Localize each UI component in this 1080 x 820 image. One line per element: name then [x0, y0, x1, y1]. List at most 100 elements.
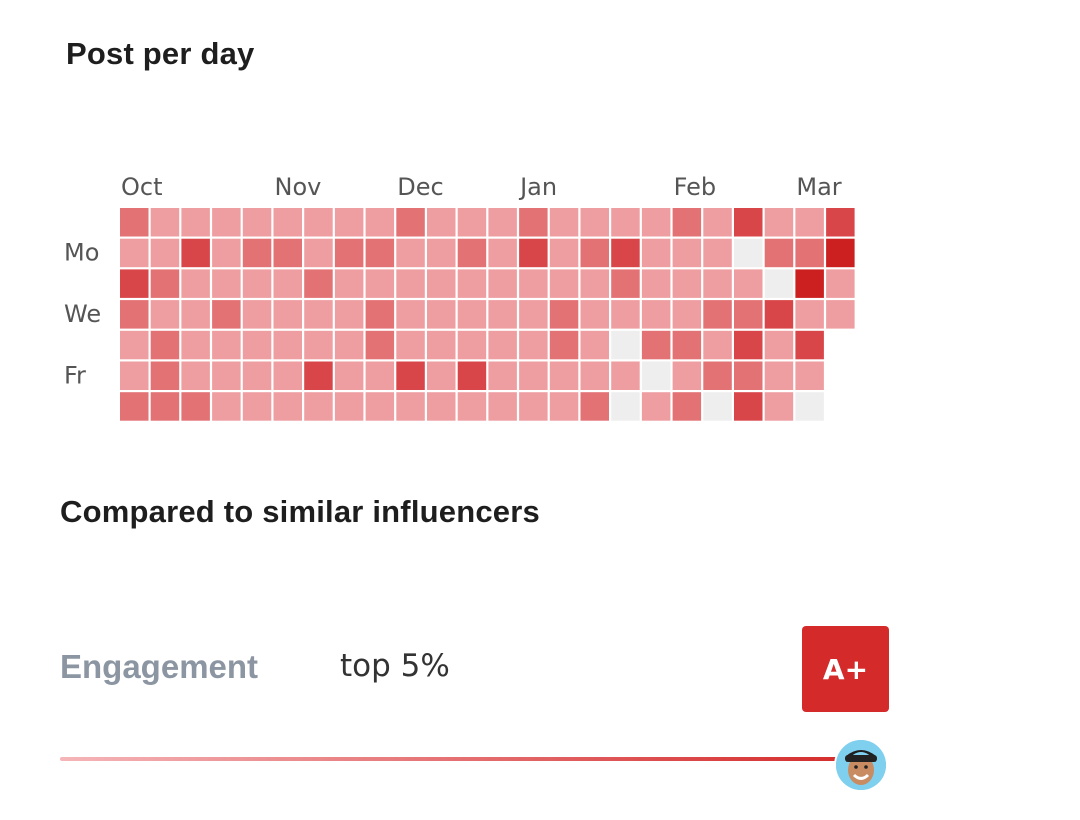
heatmap-cell[interactable] [764, 300, 794, 329]
heatmap-cell[interactable] [580, 238, 610, 268]
heatmap-cell[interactable] [703, 361, 732, 391]
heatmap-cell[interactable] [580, 361, 610, 391]
heatmap-cell[interactable] [519, 208, 548, 237]
heatmap-cell[interactable] [242, 208, 272, 237]
heatmap-cell[interactable] [365, 269, 395, 298]
heatmap-cell[interactable] [549, 330, 579, 360]
heatmap-cell[interactable] [641, 208, 671, 237]
heatmap-cell[interactable] [212, 330, 241, 360]
heatmap-cell[interactable] [611, 238, 640, 268]
heatmap-cell[interactable] [273, 208, 303, 237]
heatmap-cell[interactable] [703, 238, 732, 268]
heatmap-cell[interactable] [212, 269, 241, 298]
heatmap-cell[interactable] [150, 330, 180, 360]
heatmap-cell[interactable] [795, 300, 824, 329]
heatmap-cell[interactable] [519, 361, 548, 391]
heatmap-cell[interactable] [427, 330, 456, 360]
heatmap-cell[interactable] [273, 330, 303, 360]
heatmap-cell[interactable] [334, 208, 364, 237]
heatmap-cell[interactable] [488, 208, 517, 237]
heatmap-cell[interactable] [150, 361, 180, 391]
influencer-avatar[interactable] [836, 740, 886, 790]
heatmap-cell[interactable] [488, 330, 517, 360]
heatmap-cell[interactable] [365, 361, 395, 391]
heatmap-cell[interactable] [703, 330, 732, 360]
heatmap-cell[interactable] [334, 269, 364, 298]
heatmap-cell[interactable] [457, 300, 487, 329]
heatmap-cell[interactable] [611, 330, 640, 360]
heatmap-cell[interactable] [334, 392, 364, 421]
heatmap-cell[interactable] [549, 208, 579, 237]
heatmap-cell[interactable] [764, 208, 794, 237]
heatmap-cell[interactable] [150, 238, 180, 268]
heatmap-cell[interactable] [611, 300, 640, 329]
heatmap-cell[interactable] [611, 269, 640, 298]
heatmap-cell[interactable] [641, 300, 671, 329]
heatmap-cell[interactable] [672, 238, 702, 268]
heatmap-cell[interactable] [150, 208, 180, 237]
heatmap-cell[interactable] [457, 392, 487, 421]
heatmap-cell[interactable] [734, 208, 763, 237]
heatmap-cell[interactable] [334, 361, 364, 391]
heatmap-cell[interactable] [273, 238, 303, 268]
heatmap-cell[interactable] [304, 392, 333, 421]
heatmap-cell[interactable] [304, 269, 333, 298]
heatmap-cell[interactable] [549, 269, 579, 298]
heatmap-cell[interactable] [734, 269, 763, 298]
heatmap-cell[interactable] [396, 300, 425, 329]
heatmap-cell[interactable] [549, 238, 579, 268]
heatmap-cell[interactable] [304, 238, 333, 268]
heatmap-cell[interactable] [795, 330, 824, 360]
heatmap-cell[interactable] [242, 361, 272, 391]
heatmap-cell[interactable] [242, 392, 272, 421]
heatmap-cell[interactable] [120, 238, 149, 268]
heatmap-cell[interactable] [826, 238, 855, 268]
heatmap-cell[interactable] [580, 269, 610, 298]
heatmap-cell[interactable] [457, 238, 487, 268]
heatmap-cell[interactable] [641, 361, 671, 391]
heatmap-cell[interactable] [150, 300, 180, 329]
heatmap-cell[interactable] [212, 392, 241, 421]
heatmap-cell[interactable] [580, 208, 610, 237]
heatmap-cell[interactable] [120, 392, 149, 421]
heatmap-cell[interactable] [273, 361, 303, 391]
heatmap-cell[interactable] [365, 208, 395, 237]
heatmap-cell[interactable] [519, 300, 548, 329]
heatmap-cell[interactable] [764, 330, 794, 360]
heatmap-cell[interactable] [457, 361, 487, 391]
heatmap-cell[interactable] [672, 330, 702, 360]
heatmap-cell[interactable] [764, 361, 794, 391]
heatmap-cell[interactable] [365, 392, 395, 421]
heatmap-cell[interactable] [580, 392, 610, 421]
heatmap-cell[interactable] [334, 238, 364, 268]
heatmap-cell[interactable] [427, 361, 456, 391]
heatmap-cell[interactable] [120, 361, 149, 391]
heatmap-cell[interactable] [212, 361, 241, 391]
heatmap-cell[interactable] [764, 238, 794, 268]
heatmap-cell[interactable] [519, 269, 548, 298]
heatmap-cell[interactable] [826, 300, 855, 329]
heatmap-cell[interactable] [457, 208, 487, 237]
heatmap-cell[interactable] [181, 269, 210, 298]
heatmap-cell[interactable] [304, 300, 333, 329]
heatmap-cell[interactable] [273, 269, 303, 298]
heatmap-cell[interactable] [641, 238, 671, 268]
heatmap-cell[interactable] [519, 330, 548, 360]
heatmap-cell[interactable] [672, 361, 702, 391]
heatmap-cell[interactable] [396, 361, 425, 391]
heatmap-cell[interactable] [580, 300, 610, 329]
heatmap-cell[interactable] [150, 392, 180, 421]
heatmap-cell[interactable] [703, 392, 732, 421]
heatmap-cell[interactable] [641, 269, 671, 298]
heatmap-cell[interactable] [795, 361, 824, 391]
heatmap-cell[interactable] [488, 392, 517, 421]
heatmap-cell[interactable] [120, 330, 149, 360]
heatmap-cell[interactable] [427, 300, 456, 329]
heatmap-cell[interactable] [488, 361, 517, 391]
heatmap-cell[interactable] [641, 392, 671, 421]
heatmap-cell[interactable] [212, 238, 241, 268]
heatmap-cell[interactable] [242, 330, 272, 360]
heatmap-cell[interactable] [396, 238, 425, 268]
heatmap-cell[interactable] [212, 208, 241, 237]
heatmap-cell[interactable] [334, 300, 364, 329]
